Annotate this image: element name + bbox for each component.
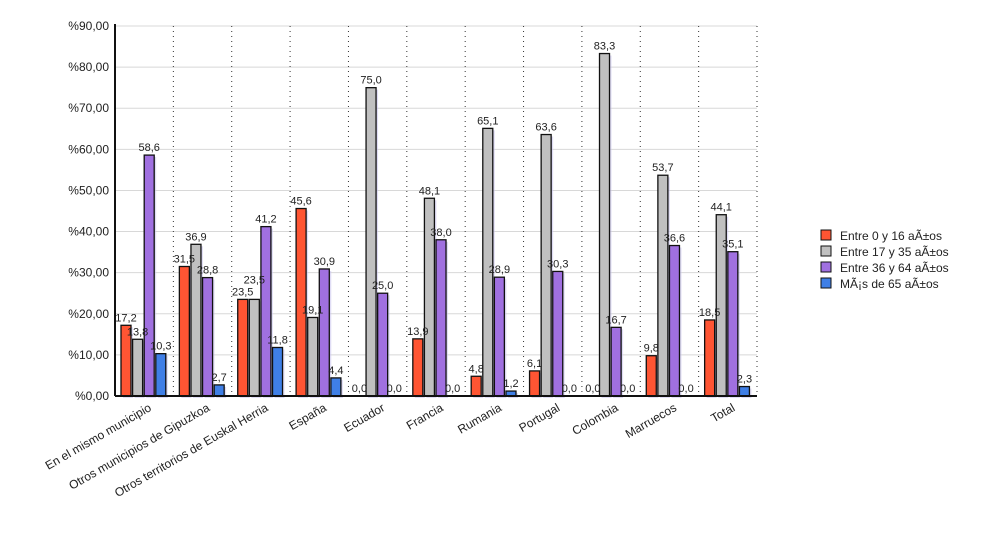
bar <box>295 207 307 397</box>
data-label: 0,0 <box>585 383 600 395</box>
data-label: 0,0 <box>352 383 367 395</box>
x-tick-label: Francia <box>404 400 446 432</box>
data-label: 83,3 <box>594 41 615 53</box>
data-label: 44,1 <box>711 202 732 214</box>
y-tick-label: %10,00 <box>68 348 109 362</box>
data-label: 58,6 <box>138 142 159 154</box>
legend-label: MÃ¡s de 65 aÃ±os <box>840 277 939 291</box>
data-label: 17,2 <box>115 312 136 324</box>
data-label: 2,7 <box>212 372 227 384</box>
bar <box>330 377 342 397</box>
bar <box>248 298 260 397</box>
y-tick-label: %50,00 <box>68 183 109 197</box>
bar <box>271 346 284 397</box>
bar <box>131 338 144 397</box>
bar <box>668 244 681 397</box>
data-label: 30,9 <box>314 256 335 268</box>
bar <box>435 239 447 397</box>
data-label: 45,6 <box>290 196 311 208</box>
data-label: 9,8 <box>644 343 659 355</box>
data-label: 28,9 <box>489 264 510 276</box>
legend-swatch <box>820 277 832 289</box>
bar <box>365 87 377 397</box>
legend-label: Entre 17 y 35 aÃ±os <box>840 245 949 259</box>
bar <box>178 265 191 397</box>
bar <box>155 353 167 397</box>
data-label: 0,0 <box>562 383 577 395</box>
data-label: 0,0 <box>678 383 693 395</box>
bar <box>143 154 155 397</box>
data-label: 13,8 <box>127 326 148 338</box>
y-tick-label: %80,00 <box>68 60 109 74</box>
bar <box>738 385 751 397</box>
data-label: 48,1 <box>419 185 440 197</box>
data-label: 63,6 <box>535 122 556 134</box>
y-tick-label: %90,00 <box>68 19 109 33</box>
x-tick-label: Portugal <box>517 400 563 434</box>
legend-swatch <box>820 261 832 273</box>
bar <box>412 338 424 397</box>
bar <box>482 127 494 397</box>
legend-label: Entre 36 y 64 aÃ±os <box>840 261 949 275</box>
data-label: 25,0 <box>372 280 393 292</box>
y-tick-label: %60,00 <box>68 142 109 156</box>
y-tick-label: %40,00 <box>68 225 109 239</box>
data-label: 35,1 <box>722 239 743 251</box>
data-label: 0,0 <box>387 383 402 395</box>
data-label: 0,0 <box>620 383 635 395</box>
x-tick-label: Rumania <box>455 400 504 436</box>
bar <box>213 384 225 397</box>
y-tick-label: %30,00 <box>68 266 109 280</box>
legend-swatch <box>820 229 832 241</box>
data-label: 16,7 <box>605 314 626 326</box>
bar <box>318 268 330 397</box>
legend-swatch <box>820 245 832 257</box>
legend-label: Entre 0 y 16 aÃ±os <box>840 229 942 243</box>
data-label: 28,8 <box>197 265 218 277</box>
data-label: 11,8 <box>267 334 288 346</box>
bar <box>470 375 482 397</box>
data-label: 4,4 <box>328 365 343 377</box>
data-label: 41,2 <box>255 214 276 226</box>
data-label: 30,3 <box>547 258 568 270</box>
data-label: 1,2 <box>503 378 518 390</box>
bar <box>307 316 319 397</box>
data-label: 75,0 <box>360 75 381 87</box>
bar <box>645 355 657 397</box>
data-label: 19,1 <box>302 304 323 316</box>
data-label: 2,3 <box>737 374 752 386</box>
bar <box>552 270 564 397</box>
y-tick-label: %20,00 <box>68 307 109 321</box>
x-tick-label: España <box>287 400 330 433</box>
data-label: 4,8 <box>469 363 484 375</box>
bar <box>237 298 249 397</box>
x-tick-label: Ecuador <box>341 400 387 434</box>
data-label: 23,5 <box>232 286 253 298</box>
data-label: 0,0 <box>445 383 460 395</box>
bar <box>260 225 272 397</box>
y-tick-label: %0,00 <box>75 389 109 403</box>
data-label: 53,7 <box>652 162 673 174</box>
data-label: 10,3 <box>150 341 171 353</box>
data-label: 31,5 <box>174 254 195 266</box>
y-tick-label: %70,00 <box>68 101 109 115</box>
data-label: 36,6 <box>664 233 685 245</box>
bar <box>703 319 716 397</box>
bar <box>528 370 541 397</box>
x-tick-label: Marruecos <box>623 400 679 440</box>
bar <box>598 52 611 397</box>
data-label: 65,1 <box>477 115 498 127</box>
x-tick-label: Total <box>708 400 737 425</box>
data-label: 38,0 <box>430 227 451 239</box>
data-label: 23,5 <box>244 274 265 286</box>
bar <box>657 174 669 397</box>
data-label: 18,5 <box>699 307 720 319</box>
data-label: 36,9 <box>185 231 206 243</box>
x-tick-label: Colombia <box>570 400 621 438</box>
data-label: 6,1 <box>527 358 542 370</box>
data-label: 13,9 <box>407 326 428 338</box>
bar <box>377 292 389 397</box>
